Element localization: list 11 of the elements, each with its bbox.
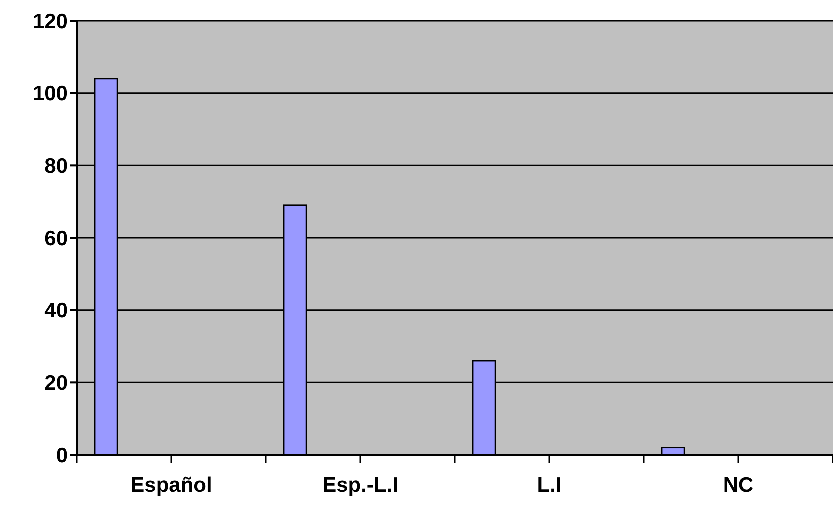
y-tick-label: 100: [32, 82, 68, 106]
y-tick-label: 0: [56, 444, 68, 468]
x-tick-label: Esp.-L.I: [322, 474, 398, 497]
y-tick-label: 120: [32, 10, 68, 34]
y-tick-label: 80: [44, 155, 68, 178]
x-tick-label: NC: [723, 474, 754, 497]
y-tick-label: 20: [44, 372, 68, 396]
y-tick-label: 40: [44, 300, 68, 323]
x-tick-label: L.I: [537, 474, 562, 497]
y-tick-label: 60: [44, 227, 68, 250]
x-tick-label: Español: [130, 474, 212, 497]
